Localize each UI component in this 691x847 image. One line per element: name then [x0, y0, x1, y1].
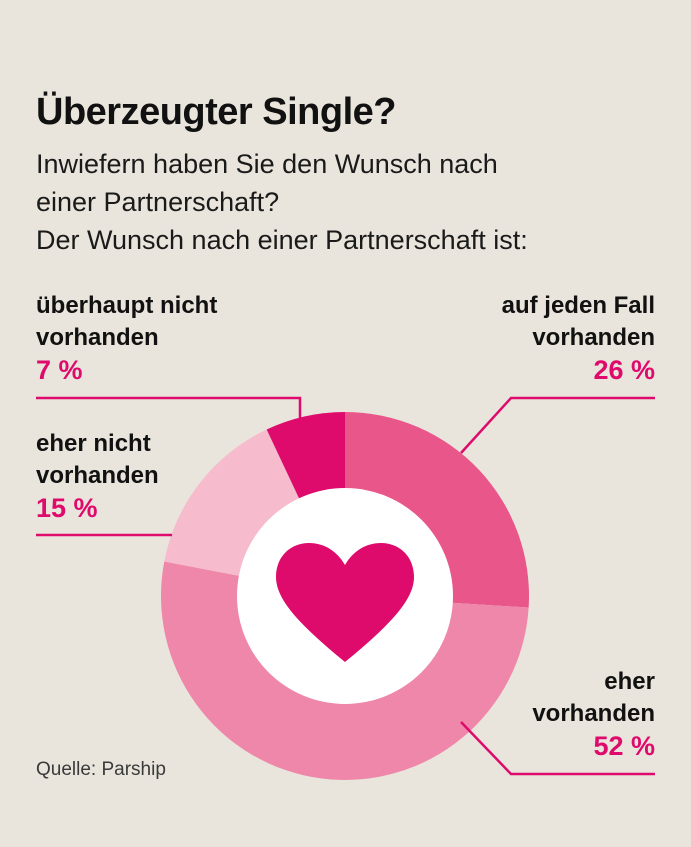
- label-text: auf jeden Fall: [501, 292, 655, 319]
- label-text: vorhanden: [36, 324, 159, 351]
- label-eher-vorhanden: eher vorhanden 52 %: [532, 666, 655, 762]
- subtitle-line-2: einer Partnerschaft?: [36, 187, 280, 217]
- heart-icon: [276, 543, 414, 662]
- subtitle-line-3: Der Wunsch nach einer Partnerschaft ist:: [36, 225, 528, 255]
- label-text: vorhanden: [36, 462, 159, 489]
- source-note: Quelle: Parship: [36, 759, 166, 780]
- value-label: 15 %: [36, 493, 98, 523]
- value-label: 7 %: [36, 355, 83, 385]
- label-text: vorhanden: [532, 700, 655, 727]
- value-label: 26 %: [593, 355, 655, 385]
- label-auf-jeden-fall: auf jeden Fall vorhanden 26 %: [502, 290, 655, 386]
- label-ueberhaupt-nicht: überhaupt nicht vorhanden 7 %: [36, 290, 217, 386]
- leader-line-ueberhaupt-nicht: [36, 396, 302, 419]
- chart-title: Überzeugter Single?: [36, 91, 397, 133]
- label-text: vorhanden: [532, 324, 655, 351]
- label-text: eher: [604, 668, 655, 695]
- subtitle-line-1: Inwiefern haben Sie den Wunsch nach: [36, 149, 498, 179]
- value-label: 52 %: [593, 731, 655, 761]
- label-text: eher nicht: [36, 430, 151, 457]
- chart-subtitle: Inwiefern haben Sie den Wunsch nach eine…: [36, 145, 666, 259]
- leader-line-eher-vorhanden: [460, 721, 655, 776]
- label-eher-nicht: eher nicht vorhanden 15 %: [36, 428, 159, 524]
- label-text: überhaupt nicht: [36, 292, 218, 319]
- leader-lines: [36, 396, 655, 776]
- leader-line-auf-jeden-fall: [460, 396, 655, 454]
